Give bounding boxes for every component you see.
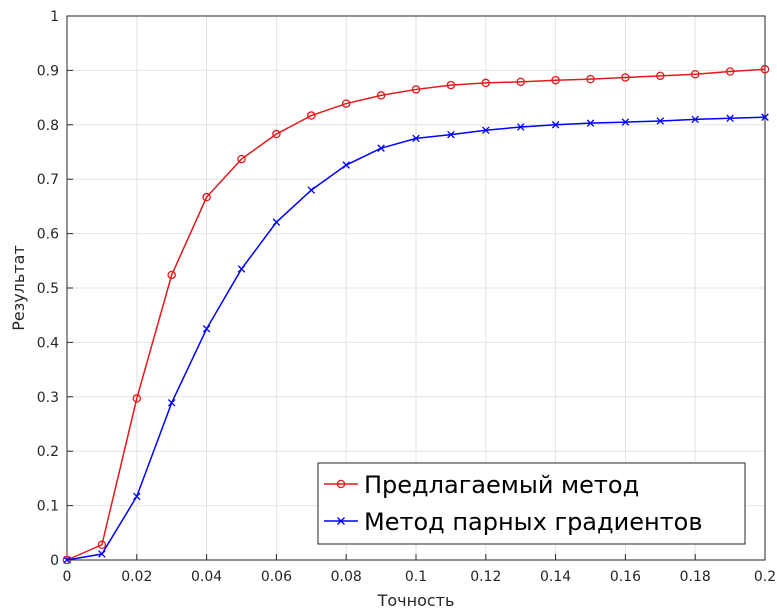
series-1-point: [132, 394, 142, 403]
series-2-point: [516, 123, 525, 131]
series-2-point: [551, 121, 560, 129]
y-axis-ticks: 0 0.1 0.2 0.3 0.4 0.5 0.6 0.7 0.8 0.9 1: [37, 9, 73, 569]
series-1-point: [621, 73, 630, 82]
legend: Предлагаемый метод Метод парных градиент…: [317, 462, 746, 545]
x-axis-label: Точность: [377, 591, 455, 610]
series-1-point: [481, 78, 491, 88]
x-tick-label: 0.18: [680, 569, 711, 585]
y-tick-label: 0.2: [37, 444, 59, 460]
series-1-point: [690, 69, 700, 79]
x-tick-label: 0.1: [405, 569, 427, 585]
series-2-point: [377, 144, 385, 152]
series-2-point: [63, 556, 71, 564]
x-tick-label: 0.06: [261, 569, 292, 585]
series-2-point: [98, 550, 106, 558]
series-1-point: [341, 99, 351, 108]
series-1-point: [760, 65, 770, 74]
series-2-point: [447, 130, 455, 139]
y-tick-label: 0.8: [37, 118, 59, 134]
series-1-point: [237, 154, 246, 164]
series-1-point: [656, 71, 665, 81]
legend-marker-series-1: [336, 479, 346, 489]
legend-label-series-2: Метод парных градиентов: [364, 508, 702, 536]
x-tick-label: 0.04: [191, 569, 222, 585]
series-1-point: [97, 540, 107, 550]
series-2-point: [133, 492, 141, 501]
series-1-point: [202, 192, 211, 202]
series-2-point: [691, 115, 699, 124]
series-1-point: [272, 129, 281, 139]
y-tick-label: 0.3: [37, 390, 59, 406]
series-2-point: [307, 186, 316, 194]
series-2-point: [482, 126, 490, 134]
series-2-point: [202, 325, 211, 333]
x-tick-label: 0.16: [610, 569, 641, 585]
x-tick-label: 0.08: [331, 569, 362, 585]
series-1-point: [551, 75, 560, 85]
x-tick-label: 0.2: [754, 569, 776, 585]
series-1-point: [167, 270, 176, 280]
x-tick-label: 0: [63, 569, 72, 585]
y-tick-label: 0.5: [37, 281, 59, 297]
series-2-point: [272, 218, 281, 226]
series-1-point: [725, 67, 735, 76]
series-2-point: [761, 113, 769, 121]
legend-marker-series-2: [337, 517, 345, 525]
series-line-1: [66, 68, 766, 561]
y-tick-label: 0.1: [37, 499, 59, 515]
legend-label-series-1: Предлагаемый метод: [364, 471, 639, 499]
series-1-point: [446, 80, 456, 90]
x-tick-label: 0.12: [470, 569, 501, 585]
series-layer: [62, 65, 770, 565]
series-2-point: [621, 118, 630, 126]
series-2-point: [726, 114, 734, 123]
series-2-point: [167, 399, 176, 407]
series-2-point: [586, 119, 595, 127]
series-1-point: [411, 85, 421, 94]
y-tick-label: 0.6: [37, 227, 59, 243]
series-2-point: [237, 265, 246, 273]
series-1-point: [376, 91, 386, 100]
y-tick-label: 1: [50, 9, 59, 25]
x-tick-label: 0.02: [121, 569, 152, 585]
series-2-point: [412, 134, 420, 143]
x-tick-label: 0.14: [540, 569, 571, 585]
y-tick-label: 0: [50, 553, 59, 569]
series-1-point: [307, 111, 316, 120]
series-1-point: [516, 77, 525, 87]
x-axis-ticks: 0 0.02 0.04 0.06 0.08 0.1 0.12 0.14 0.16 0.18 0.2: [63, 554, 776, 585]
series-2-point: [656, 117, 665, 125]
y-tick-label: 0.7: [37, 172, 59, 188]
series-2-point: [342, 161, 350, 169]
series-1-point: [586, 74, 595, 84]
y-tick-label: 0.4: [37, 335, 59, 351]
y-tick-label: 0.9: [37, 63, 59, 79]
y-axis-label: Результат: [9, 245, 28, 331]
legend-box: [317, 462, 746, 545]
